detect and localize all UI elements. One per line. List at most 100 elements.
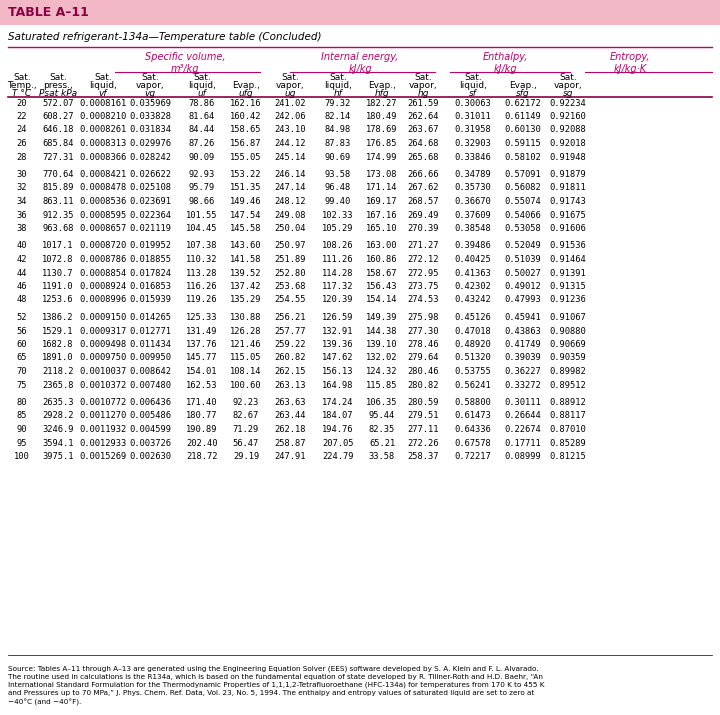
Text: 0.48920: 0.48920 <box>454 340 491 349</box>
Text: 0.50027: 0.50027 <box>505 269 541 277</box>
Text: 56.47: 56.47 <box>233 438 259 448</box>
Text: 248.12: 248.12 <box>274 197 306 206</box>
Text: 0.006436: 0.006436 <box>129 398 171 407</box>
Text: 0.34789: 0.34789 <box>454 170 491 179</box>
Text: 141.58: 141.58 <box>230 255 262 264</box>
Text: 82.35: 82.35 <box>369 425 395 434</box>
Text: 963.68: 963.68 <box>42 224 73 233</box>
Text: 137.76: 137.76 <box>186 340 217 349</box>
Text: 107.38: 107.38 <box>186 242 217 250</box>
Text: 108.14: 108.14 <box>230 367 262 376</box>
Text: 0.035969: 0.035969 <box>129 99 171 107</box>
Text: Source: Tables A–11 through A–13 are generated using the Engineering Equation So: Source: Tables A–11 through A–13 are gen… <box>8 665 544 706</box>
Text: 147.54: 147.54 <box>230 210 262 220</box>
Text: Sat.: Sat. <box>414 72 432 82</box>
Text: 0.023691: 0.023691 <box>129 197 171 206</box>
Text: 158.65: 158.65 <box>230 126 262 134</box>
Text: sf: sf <box>469 89 477 97</box>
Text: 95.79: 95.79 <box>189 184 215 192</box>
Text: 0.0008924: 0.0008924 <box>79 282 127 291</box>
Text: 0.59115: 0.59115 <box>505 139 541 148</box>
Text: 1130.7: 1130.7 <box>42 269 73 277</box>
Text: 151.35: 151.35 <box>230 184 262 192</box>
Text: 100.60: 100.60 <box>230 380 262 390</box>
Text: 0.016853: 0.016853 <box>129 282 171 291</box>
Text: 0.91675: 0.91675 <box>549 210 586 220</box>
Text: 0.0010772: 0.0010772 <box>79 398 127 407</box>
Text: 78.86: 78.86 <box>189 99 215 107</box>
Text: 266.66: 266.66 <box>408 170 438 179</box>
Text: 132.02: 132.02 <box>366 353 397 363</box>
Text: 0.0008313: 0.0008313 <box>79 139 127 148</box>
Text: 258.87: 258.87 <box>274 438 306 448</box>
Text: 65.21: 65.21 <box>369 438 395 448</box>
Text: 0.39039: 0.39039 <box>505 353 541 363</box>
Text: 1386.2: 1386.2 <box>42 313 73 322</box>
Text: 101.55: 101.55 <box>186 210 217 220</box>
Text: 0.012771: 0.012771 <box>129 327 171 335</box>
Text: 22: 22 <box>17 112 27 121</box>
Text: 247.91: 247.91 <box>274 452 306 461</box>
Text: 40: 40 <box>17 242 27 250</box>
Text: 1072.8: 1072.8 <box>42 255 73 264</box>
Text: 115.05: 115.05 <box>230 353 262 363</box>
Text: uf: uf <box>197 89 207 97</box>
Text: 0.0008595: 0.0008595 <box>79 210 127 220</box>
Text: 0.0010372: 0.0010372 <box>79 380 127 390</box>
Text: 0.85289: 0.85289 <box>549 438 586 448</box>
Text: vg: vg <box>145 89 156 97</box>
Text: 0.35730: 0.35730 <box>454 184 491 192</box>
Text: liquid,: liquid, <box>459 81 487 89</box>
Text: 105.29: 105.29 <box>323 224 354 233</box>
Text: Sat.: Sat. <box>94 72 112 82</box>
Text: 246.14: 246.14 <box>274 170 306 179</box>
Text: 0.0008996: 0.0008996 <box>79 295 127 305</box>
Text: 279.64: 279.64 <box>408 353 438 363</box>
Text: 274.53: 274.53 <box>408 295 438 305</box>
Text: Evap.,: Evap., <box>509 81 537 89</box>
Text: 0.008642: 0.008642 <box>129 367 171 376</box>
Text: 0.45126: 0.45126 <box>454 313 491 322</box>
Text: Sat.: Sat. <box>49 72 67 82</box>
Text: vapor,: vapor, <box>276 81 305 89</box>
Text: 0.30111: 0.30111 <box>505 398 541 407</box>
Text: 0.91948: 0.91948 <box>549 152 586 162</box>
Text: 28: 28 <box>17 152 27 162</box>
Text: 278.46: 278.46 <box>408 340 438 349</box>
Text: 20: 20 <box>17 99 27 107</box>
Text: 87.26: 87.26 <box>189 139 215 148</box>
Text: 202.40: 202.40 <box>186 438 217 448</box>
Text: 0.45941: 0.45941 <box>505 313 541 322</box>
Text: 180.77: 180.77 <box>186 412 217 420</box>
Text: sfg: sfg <box>516 89 530 97</box>
Text: 48: 48 <box>17 295 27 305</box>
Text: 0.018855: 0.018855 <box>129 255 171 264</box>
Text: 194.76: 194.76 <box>323 425 354 434</box>
Text: 0.0009317: 0.0009317 <box>79 327 127 335</box>
Text: 218.72: 218.72 <box>186 452 217 461</box>
Text: 0.58102: 0.58102 <box>505 152 541 162</box>
Text: 149.46: 149.46 <box>230 197 262 206</box>
Text: 0.89512: 0.89512 <box>549 380 586 390</box>
Text: 132.91: 132.91 <box>323 327 354 335</box>
Text: 174.99: 174.99 <box>366 152 397 162</box>
Text: 272.95: 272.95 <box>408 269 438 277</box>
Text: 257.77: 257.77 <box>274 327 306 335</box>
Text: 110.32: 110.32 <box>186 255 217 264</box>
Text: 0.58800: 0.58800 <box>454 398 491 407</box>
Text: 0.41363: 0.41363 <box>454 269 491 277</box>
Text: 0.033828: 0.033828 <box>129 112 171 121</box>
Text: 259.22: 259.22 <box>274 340 306 349</box>
Text: 245.14: 245.14 <box>274 152 306 162</box>
Text: 0.88117: 0.88117 <box>549 412 586 420</box>
Text: 207.05: 207.05 <box>323 438 354 448</box>
Text: 0.39486: 0.39486 <box>454 242 491 250</box>
Text: 154.14: 154.14 <box>366 295 397 305</box>
Text: 0.51039: 0.51039 <box>505 255 541 264</box>
Text: 0.30063: 0.30063 <box>454 99 491 107</box>
Text: 71.29: 71.29 <box>233 425 259 434</box>
Text: 572.07: 572.07 <box>42 99 73 107</box>
Text: 82.67: 82.67 <box>233 412 259 420</box>
Text: 1017.1: 1017.1 <box>42 242 73 250</box>
Text: ufg: ufg <box>239 89 253 97</box>
